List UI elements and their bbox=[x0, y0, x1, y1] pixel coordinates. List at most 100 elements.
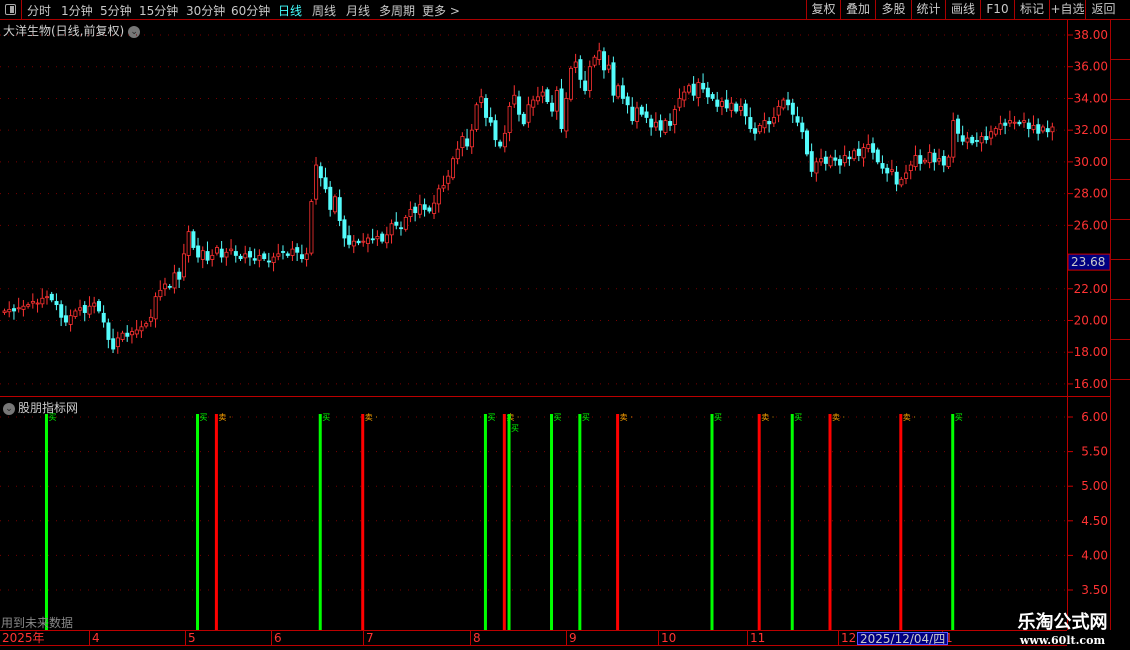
candle-body bbox=[550, 102, 555, 112]
signal-bar-sell bbox=[828, 414, 832, 630]
candle-body bbox=[422, 204, 427, 210]
candle-body bbox=[309, 201, 314, 254]
candle-body bbox=[196, 245, 201, 258]
candle-body bbox=[130, 331, 135, 336]
candle-body bbox=[134, 329, 139, 335]
toolbar-button-0[interactable]: 复权 bbox=[806, 0, 840, 20]
candle-body bbox=[361, 240, 366, 243]
price-tick-label: 30.00 bbox=[1074, 155, 1108, 169]
side-tab[interactable] bbox=[1111, 20, 1130, 60]
period-tab-5[interactable]: 60分钟 bbox=[231, 4, 271, 18]
toolbar-button-6[interactable]: 标记 bbox=[1014, 0, 1049, 20]
candle-body bbox=[833, 157, 838, 161]
candle-body bbox=[757, 125, 762, 133]
side-tab[interactable] bbox=[1111, 220, 1130, 260]
period-tab-3[interactable]: 15分钟 bbox=[139, 4, 179, 18]
toolbar-button-7[interactable]: +自选 bbox=[1049, 0, 1085, 20]
price-tick-label: 16.00 bbox=[1074, 377, 1108, 391]
toolbar-button-2[interactable]: 多股 bbox=[875, 0, 911, 20]
candle-body bbox=[200, 250, 205, 260]
signal-label-sell: 卖 · bbox=[620, 413, 633, 422]
candle-body bbox=[927, 151, 932, 164]
candle-body bbox=[866, 144, 871, 149]
candle-body bbox=[370, 238, 375, 241]
side-tab[interactable] bbox=[1111, 260, 1130, 300]
candle-body bbox=[871, 143, 876, 153]
candle-body bbox=[323, 177, 328, 190]
candle-body bbox=[248, 251, 253, 258]
candle-body bbox=[705, 87, 710, 98]
toolbar-button-1[interactable]: 叠加 bbox=[840, 0, 875, 20]
toolbar-button-5[interactable]: F10 bbox=[980, 0, 1014, 20]
side-tab[interactable] bbox=[1111, 180, 1130, 220]
signal-label-buy: 买 bbox=[714, 413, 722, 422]
date-label: 11 bbox=[747, 631, 765, 646]
indicator-title-text: 股朋指标网 bbox=[18, 401, 79, 415]
candle-body bbox=[87, 305, 92, 315]
candle-body bbox=[266, 260, 271, 263]
candle-body bbox=[441, 185, 446, 189]
chevron-down-icon[interactable]: ⌄ bbox=[128, 25, 141, 38]
signal-label-sell: 卖 · bbox=[365, 413, 378, 422]
candle-body bbox=[838, 159, 843, 166]
candle-body bbox=[111, 338, 116, 350]
candle-body bbox=[167, 285, 172, 288]
candle-body bbox=[63, 315, 68, 323]
signal-label-buy: 买 bbox=[794, 413, 802, 422]
period-tab-7[interactable]: 周线 bbox=[312, 4, 337, 18]
panel-divider[interactable] bbox=[0, 396, 1110, 397]
candle-body bbox=[974, 140, 979, 142]
date-label: 7 bbox=[363, 631, 374, 646]
toolbar-button-8[interactable]: 返回 bbox=[1085, 0, 1121, 20]
candle-body bbox=[502, 132, 507, 148]
period-tab-4[interactable]: 30分钟 bbox=[186, 4, 226, 18]
candle-body bbox=[469, 129, 474, 148]
period-tab-0[interactable]: 分时 bbox=[27, 4, 52, 18]
period-tab-6[interactable]: 日线 bbox=[278, 4, 303, 18]
period-tab-10[interactable]: 更多 > bbox=[422, 4, 460, 18]
candle-body bbox=[488, 117, 493, 123]
chevron-down-icon[interactable]: ⌄ bbox=[3, 402, 15, 415]
candle-body bbox=[767, 121, 772, 125]
period-tab-8[interactable]: 月线 bbox=[346, 4, 371, 18]
period-tab-2[interactable]: 5分钟 bbox=[100, 4, 132, 18]
candle-body bbox=[951, 120, 956, 158]
candle-body bbox=[790, 102, 795, 115]
candle-body bbox=[861, 147, 866, 159]
candle-body bbox=[30, 301, 35, 304]
panel-toggle-icon[interactable] bbox=[0, 0, 22, 20]
candle-body bbox=[158, 289, 163, 298]
indicator-title: ⌄ 股朋指标网 bbox=[3, 399, 78, 416]
candle-body bbox=[545, 89, 550, 103]
candle-body bbox=[899, 178, 904, 186]
date-label: 12 bbox=[838, 631, 856, 646]
candle-body bbox=[517, 96, 522, 115]
candle-body bbox=[276, 253, 281, 257]
candle-body bbox=[970, 136, 975, 144]
side-tab[interactable] bbox=[1111, 60, 1130, 100]
candle-body bbox=[210, 255, 215, 260]
toolbar-button-3[interactable]: 统计 bbox=[911, 0, 945, 20]
side-tabs bbox=[1110, 20, 1130, 630]
candle-body bbox=[847, 156, 852, 160]
current-price-box bbox=[1067, 253, 1110, 271]
candle-body bbox=[299, 254, 304, 260]
date-label: 6 bbox=[271, 631, 282, 646]
candle-body bbox=[1003, 122, 1008, 126]
candle-body bbox=[153, 296, 158, 320]
side-tab[interactable] bbox=[1111, 140, 1130, 180]
period-tab-9[interactable]: 多周期 bbox=[379, 4, 416, 18]
side-tab[interactable] bbox=[1111, 100, 1130, 140]
period-tab-1[interactable]: 1分钟 bbox=[61, 4, 93, 18]
toolbar-button-4[interactable]: 画线 bbox=[945, 0, 980, 20]
candle-body bbox=[281, 251, 286, 253]
candle-body bbox=[993, 128, 998, 135]
candle-body bbox=[484, 98, 489, 118]
candle-body bbox=[2, 310, 7, 313]
candle-body bbox=[144, 323, 149, 327]
candle-body bbox=[748, 117, 753, 129]
side-tab[interactable] bbox=[1111, 340, 1130, 380]
date-label: 5 bbox=[185, 631, 196, 646]
side-tab[interactable] bbox=[1111, 300, 1130, 340]
candle-body bbox=[819, 158, 824, 163]
